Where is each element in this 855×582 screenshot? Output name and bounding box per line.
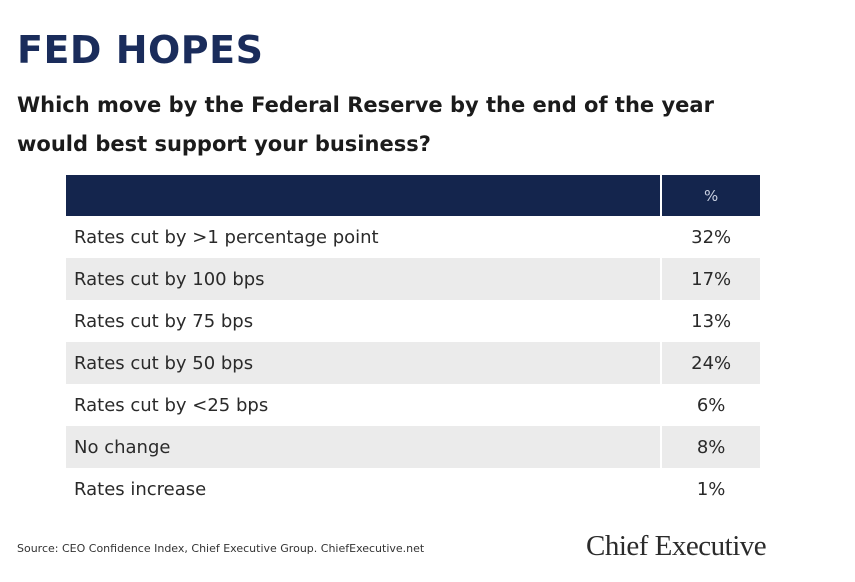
table-row: Rates cut by 75 bps 13%: [66, 300, 760, 342]
subtitle: would best support your business?: [17, 132, 431, 156]
source: Source: CEO Confidence Index, Chief Exec…: [17, 542, 425, 555]
subtitle: Which move by the Federal Reserve by the…: [17, 93, 714, 117]
table-cell: Rates cut by 50 bps: [74, 352, 254, 374]
table-row: Rates cut by 50 bps 24%: [66, 342, 760, 384]
table-row: Rates cut by 100 bps 17%: [66, 258, 760, 300]
table-cell: No change: [74, 436, 171, 458]
logo: Chief Executive: [586, 530, 767, 562]
table-row: No change 8%: [66, 426, 760, 468]
table-cell: 6%: [660, 384, 760, 426]
table-cell: Rates increase: [74, 478, 207, 500]
table-header: %: [66, 175, 760, 216]
table-row: Rates cut by >1 percentage point 32%: [66, 216, 760, 258]
table: % Rates cut by >1 percentage point 32% Rat…: [66, 175, 760, 510]
table-cell: 1%: [660, 468, 760, 510]
table-cell: Rates cut by 75 bps: [74, 310, 254, 332]
table-cell: 24%: [660, 342, 760, 384]
table-cell: Rates cut by 100 bps: [74, 268, 265, 290]
table-cell: 13%: [660, 300, 760, 342]
table-cell: 17%: [660, 258, 760, 300]
table-cell: Rates cut by >1 percentage point: [74, 226, 379, 248]
table-row: Rates increase 1%: [66, 468, 760, 510]
table-cell: 32%: [660, 216, 760, 258]
header-cell: %: [660, 175, 760, 216]
table-row: Rates cut by <25 bps 6%: [66, 384, 760, 426]
table-cell: Rates cut by <25 bps: [74, 394, 269, 416]
title: FED HOPES: [17, 28, 264, 72]
table-cell: 8%: [660, 426, 760, 468]
